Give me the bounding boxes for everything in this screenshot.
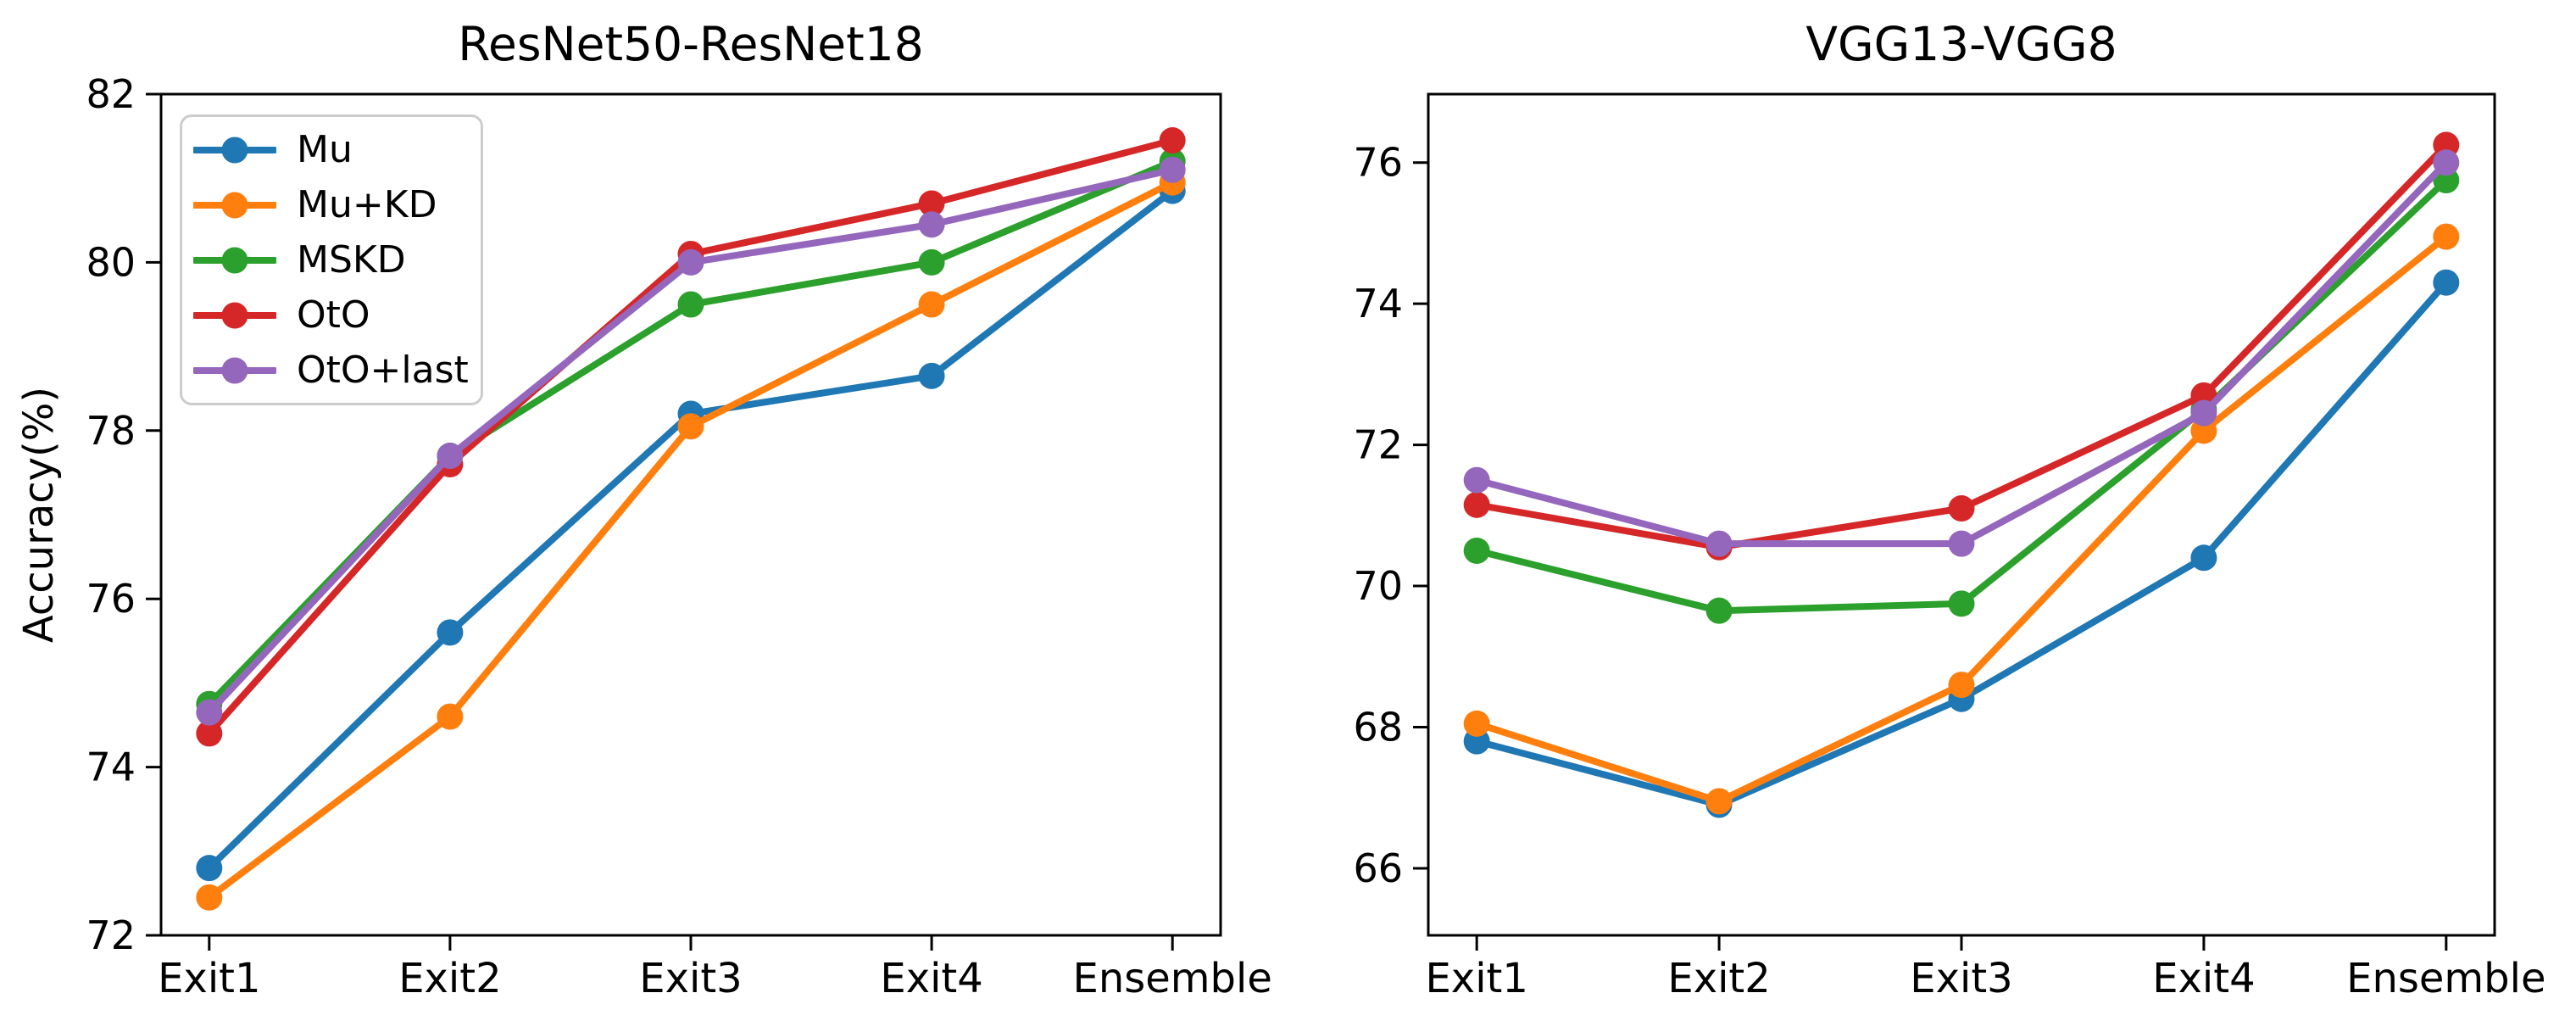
right-chart-title: VGG13-VGG8 bbox=[1805, 17, 2117, 71]
legend-item-mu: Mu bbox=[193, 125, 472, 176]
legend: Mu Mu+KD MSKD OtO OtO+last bbox=[180, 114, 483, 405]
x-tick-label: Ensemble bbox=[1072, 955, 1271, 1002]
y-tick-label: 74 bbox=[1353, 281, 1403, 326]
legend-marker-mu-kd-icon bbox=[193, 192, 276, 218]
data-point bbox=[1705, 530, 1733, 557]
x-tick-label: Exit1 bbox=[1425, 955, 1527, 1002]
data-point bbox=[437, 703, 464, 730]
data-point bbox=[918, 362, 945, 389]
y-tick-label: 80 bbox=[86, 239, 136, 285]
legend-item-oto-last: OtO+last bbox=[193, 345, 472, 396]
series-mu-kd bbox=[196, 169, 1186, 911]
y-tick-label: 76 bbox=[86, 576, 136, 622]
data-point bbox=[918, 211, 945, 238]
data-point bbox=[2433, 223, 2460, 250]
legend-marker-oto-icon bbox=[193, 302, 276, 328]
x-tick-label: Exit2 bbox=[398, 955, 501, 1002]
data-point bbox=[1159, 127, 1186, 154]
data-point bbox=[437, 619, 464, 646]
data-point bbox=[1705, 597, 1733, 624]
legend-label-oto-last: OtO+last bbox=[297, 348, 469, 392]
data-point bbox=[2190, 544, 2217, 572]
left-chart-title: ResNet50-ResNet18 bbox=[458, 17, 924, 71]
legend-marker-mskd-icon bbox=[193, 247, 276, 273]
chart-0: 72 74 76 78 80 82 Exit1 Exit2 Exit3 Exit4 Ensemble bbox=[86, 71, 1271, 1002]
legend-label-mskd: MSKD bbox=[297, 237, 406, 282]
y-tick-label: 72 bbox=[86, 912, 136, 958]
y-tick-label: 82 bbox=[86, 71, 136, 117]
data-point bbox=[1948, 530, 1975, 557]
data-point bbox=[918, 190, 945, 217]
legend-item-oto: OtO bbox=[193, 290, 472, 341]
series-oto-last bbox=[1463, 149, 2460, 557]
x-tick-label: Exit4 bbox=[880, 955, 982, 1002]
legend-item-mu-kd: Mu+KD bbox=[193, 180, 472, 231]
data-point bbox=[2433, 269, 2460, 296]
data-point bbox=[196, 720, 223, 747]
data-point bbox=[2190, 399, 2217, 427]
chart-1: 66 68 70 72 74 76 Exit1 Exit2 Exit3 Exit4 Ensemble bbox=[1353, 92, 2546, 1002]
data-point bbox=[677, 248, 704, 276]
x-tick-label: Exit3 bbox=[1910, 955, 2012, 1002]
data-point bbox=[918, 248, 945, 276]
legend-item-mskd: MSKD bbox=[193, 235, 472, 286]
data-point bbox=[918, 291, 945, 318]
y-tick-label: 74 bbox=[86, 745, 136, 790]
x-tick-label: Exit3 bbox=[639, 955, 742, 1002]
x-tick-label: Exit4 bbox=[2152, 955, 2255, 1002]
data-point bbox=[1463, 710, 1490, 737]
legend-marker-oto-last-icon bbox=[193, 357, 276, 383]
y-tick-label: 76 bbox=[1353, 140, 1403, 186]
x-tick-label: Exit1 bbox=[158, 955, 260, 1002]
data-point bbox=[1159, 156, 1186, 183]
data-point bbox=[1705, 788, 1733, 815]
legend-label-oto: OtO bbox=[297, 293, 370, 337]
y-tick-label: 78 bbox=[86, 408, 136, 454]
data-point bbox=[677, 413, 704, 440]
y-tick-label: 72 bbox=[1353, 422, 1403, 468]
data-point bbox=[1948, 495, 1975, 522]
legend-marker-mu-icon bbox=[193, 137, 276, 163]
series-oto-last bbox=[196, 156, 1186, 726]
data-point bbox=[677, 291, 704, 318]
data-point bbox=[196, 855, 223, 882]
legend-label-mu-kd: Mu+KD bbox=[297, 182, 437, 226]
data-point bbox=[1463, 491, 1490, 518]
data-point bbox=[2433, 149, 2460, 176]
y-axis-label: Accuracy(%) bbox=[15, 386, 63, 644]
data-point bbox=[437, 443, 464, 470]
y-tick-label: 66 bbox=[1353, 845, 1403, 891]
series-line bbox=[1473, 141, 2450, 551]
data-point bbox=[196, 884, 223, 911]
x-tick-label: Exit2 bbox=[1667, 955, 1770, 1002]
y-tick-label: 70 bbox=[1353, 563, 1403, 609]
data-point bbox=[1948, 672, 1975, 699]
y-tick-label: 68 bbox=[1353, 704, 1403, 750]
data-point bbox=[1948, 590, 1975, 617]
data-point bbox=[1463, 466, 1490, 494]
x-tick-label: Ensemble bbox=[2346, 955, 2545, 1002]
legend-label-mu: Mu bbox=[297, 127, 353, 171]
data-point bbox=[1463, 537, 1490, 564]
data-point bbox=[196, 699, 223, 726]
